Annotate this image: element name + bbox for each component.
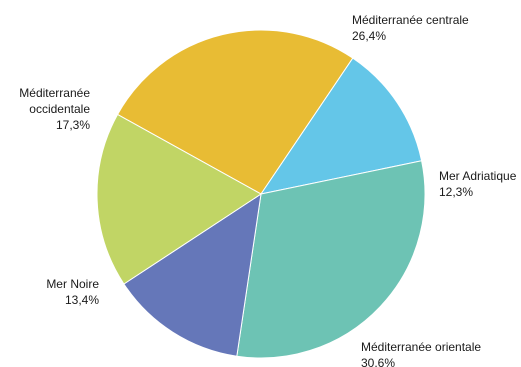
slice-name-label: Méditerranée — [19, 86, 90, 100]
slice-name-label: Mer Noire — [46, 277, 99, 291]
pie-slice — [123, 192, 262, 357]
pie-slice — [96, 113, 262, 285]
slice-value-label: 12,3% — [439, 185, 473, 199]
slice-label: Méditerranée occidentale 17,3% — [19, 86, 90, 132]
slice-label: Mer Adriatique 12,3% — [439, 169, 517, 199]
slice-labels: Méditerranée centrale 26,4% Mer Adriatique… — [19, 13, 516, 367]
slice-label: Mer Noire 13,4% — [46, 277, 99, 307]
slice-name-label: Méditerranée orientale — [361, 340, 481, 354]
slice-value-label: 26,4% — [352, 29, 386, 43]
pie-slice — [259, 57, 423, 195]
slice-value-label: 30.6% — [361, 356, 395, 367]
slice-label: Méditerranée orientale 30.6% — [361, 340, 481, 367]
pie-slice — [116, 29, 354, 195]
slice-name-label: occidentale — [29, 102, 90, 116]
slice-name-label: Méditerranée centrale — [352, 13, 469, 27]
pie-slice — [236, 160, 426, 359]
slice-value-label: 17,3% — [56, 118, 90, 132]
slice-name-label: Mer Adriatique — [439, 169, 517, 183]
slice-value-label: 13,4% — [65, 293, 99, 307]
pie-slices — [96, 29, 426, 359]
slice-label: Méditerranée centrale 26,4% — [352, 13, 469, 43]
